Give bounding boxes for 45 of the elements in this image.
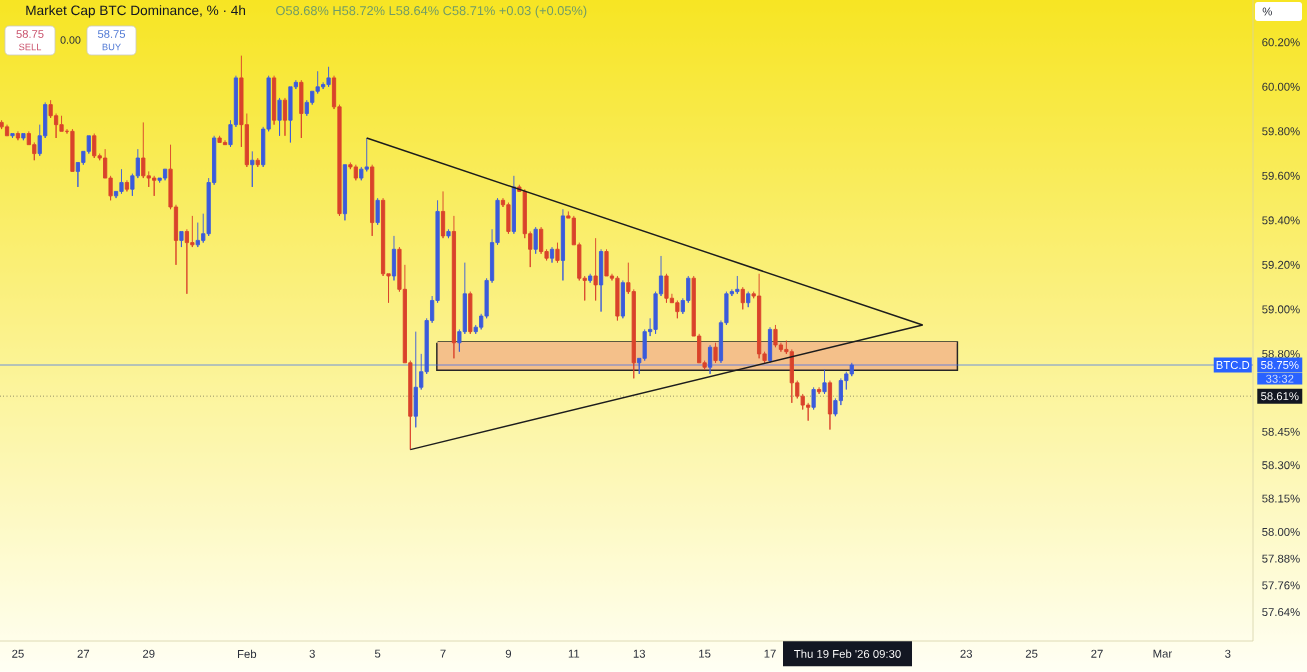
x-tick-label: 13 xyxy=(633,649,646,658)
annotation: BTC.D xyxy=(1216,361,1250,370)
y-tick-label: 57.88% xyxy=(1262,554,1300,563)
y-tick-label: 59.80% xyxy=(1262,127,1300,136)
y-tick-label: 58.80% xyxy=(1262,349,1300,358)
x-tick-label: 29 xyxy=(143,649,155,658)
y-tick-label: 58.15% xyxy=(1262,494,1300,503)
annotation: 0.00 xyxy=(60,36,81,44)
chart-title: Market Cap BTC Dominance, % · 4h xyxy=(26,5,246,18)
annotation: SELL xyxy=(19,43,42,51)
annotation: 58.75 xyxy=(97,30,126,38)
x-tick-label: 11 xyxy=(568,649,580,658)
x-tick-label: 27 xyxy=(1091,649,1103,658)
annotation: O58.68% H58.72% L58.64% C58.71% +0.03 (+0.05%) xyxy=(276,5,587,18)
y-tick-label: 60.20% xyxy=(1262,38,1300,47)
ref-line-label: 58.75% xyxy=(1261,361,1299,370)
x-tick-label: Feb xyxy=(237,649,257,659)
x-tick-label: 7 xyxy=(440,649,446,658)
y-tick-label: 59.40% xyxy=(1262,216,1300,225)
y-axis-title: % xyxy=(1262,7,1272,16)
x-tick-label: 17 xyxy=(764,649,776,658)
y-tick-label: 58.00% xyxy=(1262,527,1300,536)
x-tick-label: 3 xyxy=(309,649,315,658)
y-tick-label: 59.60% xyxy=(1262,171,1300,180)
x-tick-label: 5 xyxy=(374,649,381,658)
x-tick-label: Mar xyxy=(1153,649,1172,658)
x-tick-label: 15 xyxy=(699,649,711,658)
text: Thu 19 Feb '26 09:30 xyxy=(794,649,901,658)
y-tick-label: 59.20% xyxy=(1262,260,1300,269)
x-tick-label: 27 xyxy=(77,649,90,658)
ref-line-label: 58.61% xyxy=(1261,392,1299,401)
y-tick-label: 59.00% xyxy=(1262,305,1300,314)
x-tick-label: 3 xyxy=(1225,649,1231,658)
x-tick-label: 9 xyxy=(505,649,512,658)
y-tick-label: 60.00% xyxy=(1262,82,1300,91)
annotation: BUY xyxy=(102,43,121,51)
x-tick-label: 23 xyxy=(960,649,973,658)
y-tick-label: 58.30% xyxy=(1262,461,1300,470)
y-tick-label: 57.64% xyxy=(1262,608,1300,617)
x-tick-label: 25 xyxy=(12,649,24,658)
y-tick-label: 57.76% xyxy=(1262,581,1300,590)
annotation: 58.75 xyxy=(16,30,44,38)
y-tick-label: 58.45% xyxy=(1262,427,1300,436)
text: 33:32 xyxy=(1266,374,1294,383)
x-tick-label: 25 xyxy=(1025,649,1038,658)
